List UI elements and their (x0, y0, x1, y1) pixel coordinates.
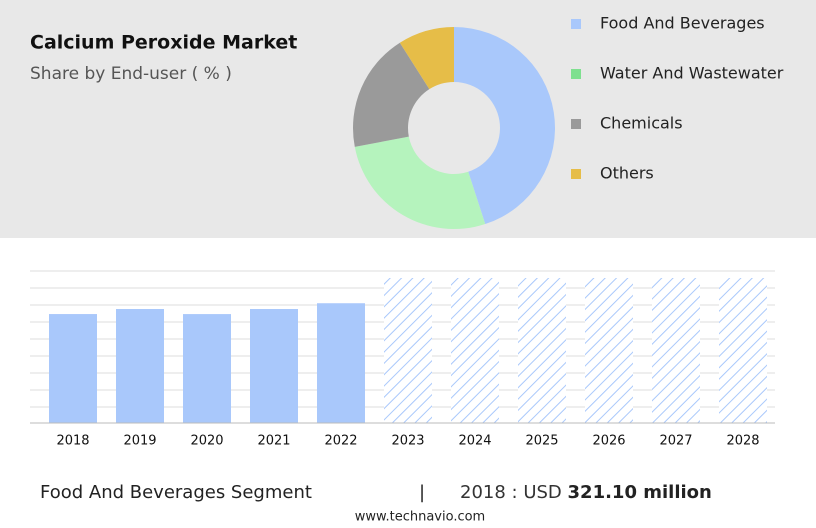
bar (49, 314, 97, 423)
legend-swatch (571, 169, 581, 179)
legend-label: Others (600, 164, 654, 183)
x-tick-label: 2026 (592, 434, 625, 449)
x-tick-label: 2018 (56, 434, 89, 449)
x-tick-label: 2024 (458, 434, 491, 449)
forecast-placeholder (518, 278, 566, 423)
x-tick-label: 2019 (123, 434, 156, 449)
donut-segment (354, 136, 486, 230)
chart-subtitle: Share by End-user ( % ) (30, 64, 232, 84)
donut-segment (353, 42, 430, 147)
footer-year: 2018 : USD 321.10 million (460, 482, 712, 503)
chart-title: Calcium Peroxide Market (30, 32, 297, 54)
bar (317, 303, 365, 423)
x-tick-label: 2021 (257, 434, 290, 449)
forecast-placeholder (384, 278, 432, 423)
forecast-placeholder (585, 278, 633, 423)
footer-value: 321.10 million (568, 482, 712, 503)
footer-year-label: 2018 : USD (460, 482, 562, 503)
donut-segment (454, 27, 555, 225)
bar (183, 314, 231, 423)
legend-label: Food And Beverages (600, 14, 765, 33)
x-tick-label: 2027 (659, 434, 692, 449)
x-tick-label: 2028 (726, 434, 759, 449)
footer-segment: Food And Beverages Segment (40, 482, 312, 503)
x-tick-label: 2025 (525, 434, 558, 449)
x-tick-label: 2023 (391, 434, 424, 449)
footer-separator: | (419, 482, 425, 503)
legend-swatch (571, 19, 581, 29)
legend-label: Water And Wastewater (600, 64, 784, 83)
legend-label: Chemicals (600, 114, 683, 133)
x-tick-label: 2020 (190, 434, 223, 449)
donut-segment (399, 27, 454, 90)
website: www.technavio.com (355, 510, 485, 525)
forecast-placeholder (719, 278, 767, 423)
legend-swatch (571, 69, 581, 79)
forecast-placeholder (652, 278, 700, 423)
bar (116, 309, 164, 423)
x-tick-label: 2022 (324, 434, 357, 449)
forecast-placeholder (451, 278, 499, 423)
bar (250, 309, 298, 423)
legend-swatch (571, 119, 581, 129)
